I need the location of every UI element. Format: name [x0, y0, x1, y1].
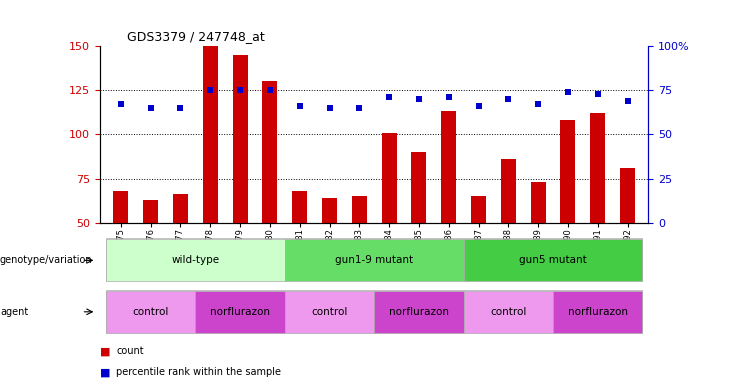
Bar — [374, 291, 464, 333]
Point — [413, 96, 425, 102]
Text: percentile rank within the sample: percentile rank within the sample — [116, 367, 282, 377]
Bar — [233, 55, 247, 223]
Bar — [106, 239, 285, 281]
Bar — [196, 291, 285, 333]
Bar — [203, 46, 218, 223]
Bar — [292, 191, 308, 223]
Bar — [464, 291, 553, 333]
Bar — [501, 159, 516, 223]
Point — [592, 91, 604, 97]
Bar — [322, 198, 337, 223]
Text: norflurazon: norflurazon — [389, 307, 449, 317]
Point — [115, 101, 127, 108]
Bar — [591, 113, 605, 223]
Text: ■: ■ — [100, 367, 110, 377]
Text: GDS3379 / 247748_at: GDS3379 / 247748_at — [127, 30, 265, 43]
Text: norflurazon: norflurazon — [568, 307, 628, 317]
Text: genotype/variation: genotype/variation — [0, 255, 93, 265]
Point — [532, 101, 544, 108]
Text: gun5 mutant: gun5 mutant — [519, 255, 587, 265]
Point — [324, 105, 336, 111]
Point — [144, 105, 156, 111]
Bar — [285, 291, 374, 333]
Bar — [382, 132, 396, 223]
Point — [502, 96, 514, 102]
Bar — [173, 194, 188, 223]
Text: ■: ■ — [100, 346, 110, 356]
Point — [562, 89, 574, 95]
Point — [264, 87, 276, 93]
Text: gun1-9 mutant: gun1-9 mutant — [335, 255, 413, 265]
Point — [205, 87, 216, 93]
Text: agent: agent — [0, 307, 28, 317]
Text: control: control — [490, 307, 527, 317]
Text: control: control — [133, 307, 169, 317]
Bar — [352, 196, 367, 223]
Point — [443, 94, 455, 100]
Bar — [620, 168, 635, 223]
Text: control: control — [311, 307, 348, 317]
Point — [175, 105, 187, 111]
Point — [353, 105, 365, 111]
Bar — [113, 191, 128, 223]
Bar — [143, 200, 158, 223]
Point — [234, 87, 246, 93]
Bar — [441, 111, 456, 223]
Bar — [560, 120, 575, 223]
Point — [293, 103, 305, 109]
Text: count: count — [116, 346, 144, 356]
Point — [383, 94, 395, 100]
Text: wild-type: wild-type — [171, 255, 219, 265]
Bar — [262, 81, 277, 223]
Bar — [464, 239, 642, 281]
Point — [473, 103, 485, 109]
Bar — [106, 291, 196, 333]
Bar — [285, 239, 464, 281]
Bar — [531, 182, 545, 223]
Bar — [411, 152, 426, 223]
Text: norflurazon: norflurazon — [210, 307, 270, 317]
Bar — [553, 291, 642, 333]
Point — [622, 98, 634, 104]
Bar — [471, 196, 486, 223]
